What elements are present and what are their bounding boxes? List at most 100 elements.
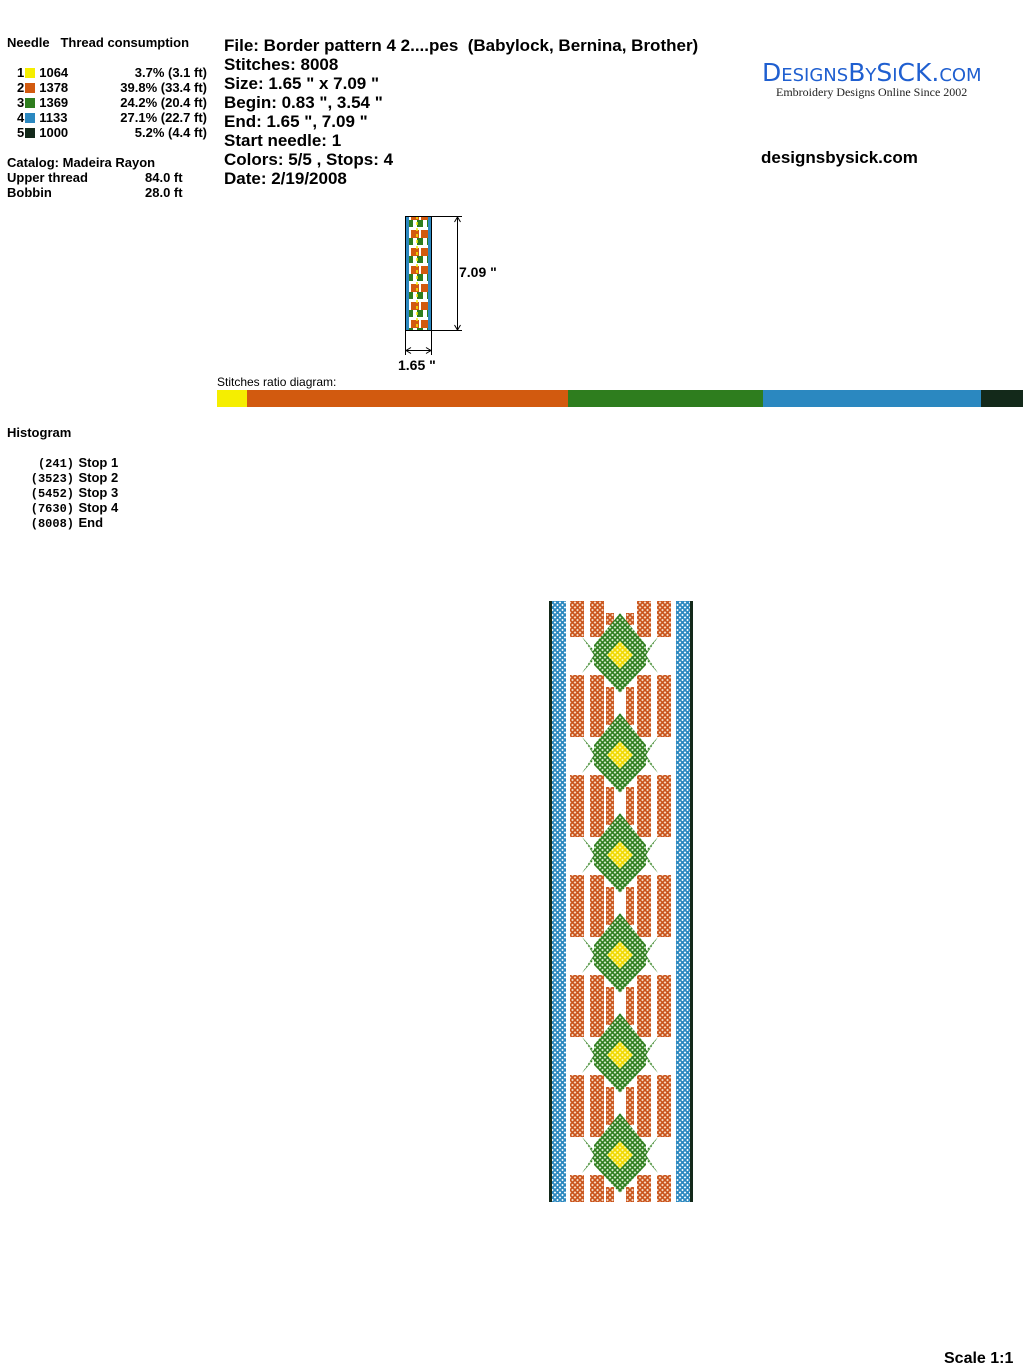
orange-column [590,675,604,737]
thumbnail-design [406,216,431,330]
green-star-left-arm [582,1037,598,1073]
color-swatch [25,113,36,123]
end-position: End: 1.65 ", 7.09 " [224,112,368,131]
bobbin-label: Bobbin [7,185,52,200]
green-star-left-arm [582,937,598,973]
bobbin-value: 28.0 ft [145,185,183,200]
yellow-center [607,641,633,669]
orange-column [626,1087,634,1125]
color-swatch [25,68,36,78]
orange-column [570,875,584,937]
ratio-label: Stitches ratio diagram: [217,375,337,389]
ratio-segment [567,390,763,407]
orange-column [657,1075,671,1137]
thread-code: 1000 [39,125,69,140]
thread-consumption: 24.2% (20.4 ft) [120,95,207,110]
histogram-item: (5452) Stop 3 [20,484,119,501]
orange-column [590,601,604,637]
thread-table-header: Needle Thread consumption [7,35,189,50]
yellow-center [607,1141,633,1169]
thumbnail-preview [405,216,462,355]
orange-column [637,875,651,937]
histogram-item: (241) Stop 1 [20,454,119,471]
green-star-right-arm [642,737,658,773]
orange-column [637,775,651,837]
upper-thread-value: 84.0 ft [145,170,183,185]
yellow-center [607,741,633,769]
orange-column [657,675,671,737]
needle-number: 5 [17,125,25,140]
histogram-list: (241) Stop 1 (3523) Stop 2 (5452) Stop 3 (7… [20,454,119,531]
stop-stitch-count: (8008) [30,517,74,531]
scale-label: Scale 1:1 [944,1350,1014,1367]
yellow-center [607,941,633,969]
right-border-edge [690,601,693,1202]
orange-column [590,775,604,837]
orange-column [606,613,614,625]
color-swatch [25,128,36,138]
thread-code: 1369 [39,95,69,110]
orange-column [657,875,671,937]
thread-consumption: 27.1% (22.7 ft) [120,110,207,125]
histogram-title: Histogram [7,425,72,440]
orange-column [626,987,634,1025]
logo: DesignsBySiCK.com Embroidery Designs Onl… [762,58,992,99]
orange-column [570,675,584,737]
stop-label: Stop 3 [78,485,119,500]
logo-name: DesignsBySiCK.com [762,58,982,87]
orange-column [637,601,651,637]
orange-column [606,887,614,925]
thread-code: 1064 [39,65,69,80]
histogram-item: (7630) Stop 4 [20,499,119,516]
orange-column [590,1075,604,1137]
green-star-right-arm [642,937,658,973]
stop-label: End [78,515,104,530]
green-star-right-arm [642,637,658,673]
thread-row: 2 1378 39.8% (33.4 ft) [17,80,212,95]
width-label: 1.65 " [398,357,436,373]
stitch-count: Stitches: 8008 [224,55,339,74]
orange-column [570,975,584,1037]
thread-code: 1378 [39,80,69,95]
green-star-left-arm [582,837,598,873]
upper-thread-label: Upper thread [7,170,88,185]
orange-column [606,787,614,825]
stop-stitch-count: (3523) [30,472,74,486]
green-star-right-arm [642,837,658,873]
needle-number: 4 [17,110,25,125]
needle-column-header: Needle [7,35,50,50]
orange-column [626,1187,634,1202]
orange-column [637,975,651,1037]
histogram-item: (3523) Stop 2 [20,469,118,486]
orange-column [570,775,584,837]
logo-tagline: Embroidery Designs Online Since 2002 [776,85,968,99]
orange-column [570,601,584,637]
stop-label: Stop 4 [78,500,119,515]
thread-consumption: 3.7% (3.1 ft) [134,65,207,80]
orange-column [626,787,634,825]
website-link[interactable]: designsbysick.com [761,148,918,167]
orange-column [606,687,614,725]
green-star-right-arm [642,1037,658,1073]
thread-row: 5 1000 5.2% (4.4 ft) [17,125,212,140]
right-border [676,601,693,1202]
stop-stitch-count: (241) [37,457,74,471]
green-star-right-arm [642,1137,658,1173]
color-swatch [25,98,36,108]
orange-column [590,1175,604,1202]
needle-number: 3 [17,95,25,110]
stop-stitch-count: (5452) [30,487,74,501]
thread-row: 1 1064 3.7% (3.1 ft) [17,65,212,80]
orange-column [570,1175,584,1202]
stop-label: Stop 1 [78,455,119,470]
start-needle: Start needle: 1 [224,131,342,150]
green-star-left-arm [582,1137,598,1173]
orange-column [637,1075,651,1137]
orange-column [606,987,614,1025]
yellow-center [607,1041,633,1069]
orange-column [657,601,671,637]
needle-number: 2 [17,80,25,95]
thread-consumption: 5.2% (4.4 ft) [134,125,207,140]
orange-column [657,1175,671,1202]
left-border [549,601,566,1202]
